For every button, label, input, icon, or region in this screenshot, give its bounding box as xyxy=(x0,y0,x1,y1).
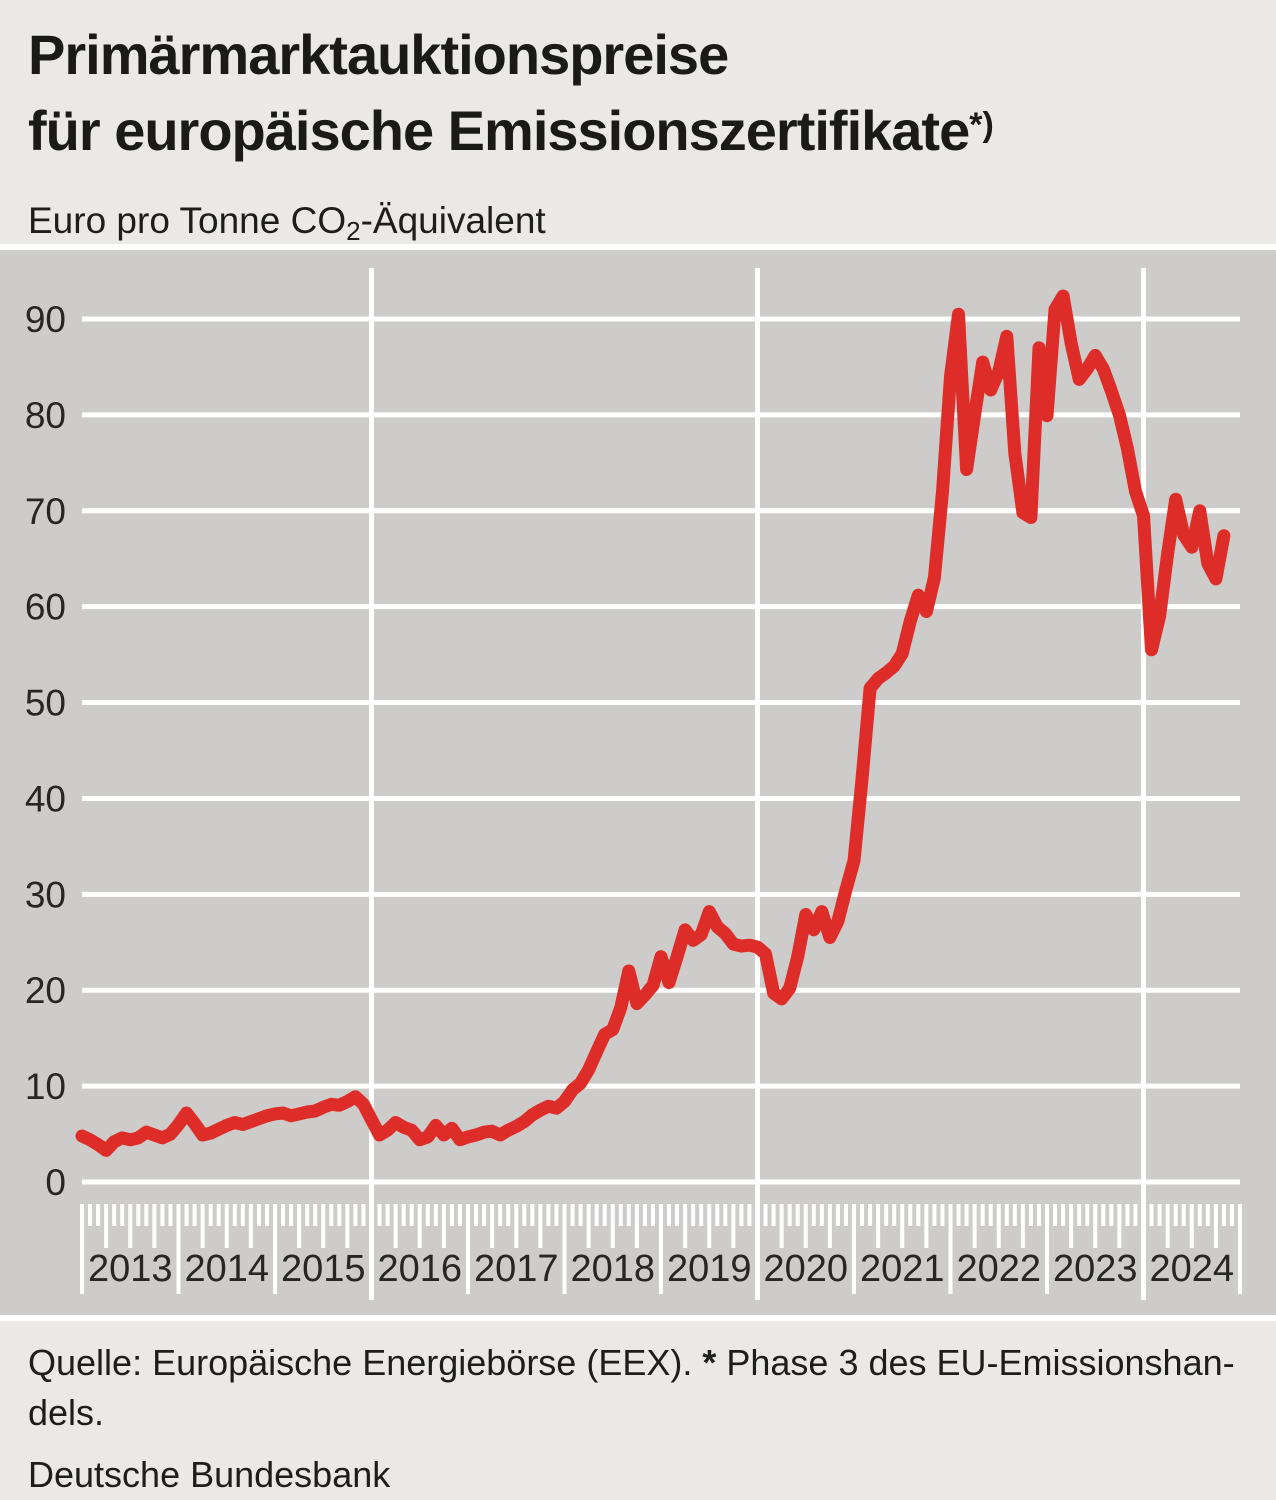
chart-area: 0 10 20 30 40 50 60 70 80 90 2013 2014 2015 2016 2017 2… xyxy=(0,250,1276,1315)
price-line-chart: 0 10 20 30 40 50 60 70 80 90 2013 2014 2015 2016 2017 2… xyxy=(0,250,1276,1315)
x-axis-label-2013: 2013 xyxy=(88,1248,173,1290)
price-line-series xyxy=(75,289,1231,1157)
page-title: Primärmarktauktionspreise für europäische… xyxy=(0,0,1276,166)
x-axis-label-2024: 2024 xyxy=(1149,1248,1234,1290)
title-line-2: für europäische Emissionszertifikate xyxy=(28,99,970,162)
x-axis-label-2019: 2019 xyxy=(667,1248,752,1290)
x-axis-label-2016: 2016 xyxy=(377,1248,462,1290)
source-text: Quelle: Europäische Energiebörse (EEX). xyxy=(28,1342,703,1383)
y-axis-label-30: 30 xyxy=(25,874,66,915)
x-axis-label-2020: 2020 xyxy=(763,1248,848,1290)
footnote-marker: * xyxy=(702,1342,717,1383)
unit-label: Euro pro Tonne CO2-Äquivalent xyxy=(0,166,1276,252)
y-axis-label-70: 70 xyxy=(25,491,66,532)
chart-header: Primärmarktauktionspreise für europäische… xyxy=(0,0,1276,246)
footnote-text-line2: dels. xyxy=(28,1392,105,1433)
x-axis-label-2014: 2014 xyxy=(184,1248,269,1290)
source-note: Quelle: Europäische Energiebörse (EEX). … xyxy=(0,1321,1276,1438)
footer-separator xyxy=(0,1315,1276,1321)
y-axis-label-20: 20 xyxy=(25,970,66,1011)
unit-label-suffix: -Äquivalent xyxy=(360,200,546,241)
x-axis-label-2015: 2015 xyxy=(281,1248,366,1290)
x-axis-label-2021: 2021 xyxy=(860,1248,945,1290)
x-axis-label-2017: 2017 xyxy=(474,1248,559,1290)
x-axis-label-2018: 2018 xyxy=(570,1248,655,1290)
y-axis-label-90: 90 xyxy=(25,299,66,340)
unit-label-text: Euro pro Tonne CO xyxy=(28,200,347,241)
y-axis-label-50: 50 xyxy=(25,683,66,724)
chart-footer: Quelle: Europäische Energiebörse (EEX). … xyxy=(0,1321,1276,1495)
x-axis-label-2022: 2022 xyxy=(956,1248,1041,1290)
y-axis-label-40: 40 xyxy=(25,778,66,819)
y-axis-label-60: 60 xyxy=(25,587,66,628)
title-footnote-marker: *) xyxy=(969,106,994,144)
y-axis-label-10: 10 xyxy=(25,1066,66,1107)
plot-background xyxy=(0,250,1276,1315)
unit-label-subscript: 2 xyxy=(346,216,361,246)
y-axis-label-80: 80 xyxy=(25,395,66,436)
publisher-label: Deutsche Bundesbank xyxy=(28,1454,391,1495)
y-axis-label-0: 0 xyxy=(45,1162,66,1203)
x-axis-label-2023: 2023 xyxy=(1053,1248,1138,1290)
header-separator xyxy=(0,244,1276,250)
title-line-1: Primärmarktauktionspreise xyxy=(28,23,729,86)
footnote-text-line1: Phase 3 des EU-Emissionshan- xyxy=(716,1342,1235,1383)
